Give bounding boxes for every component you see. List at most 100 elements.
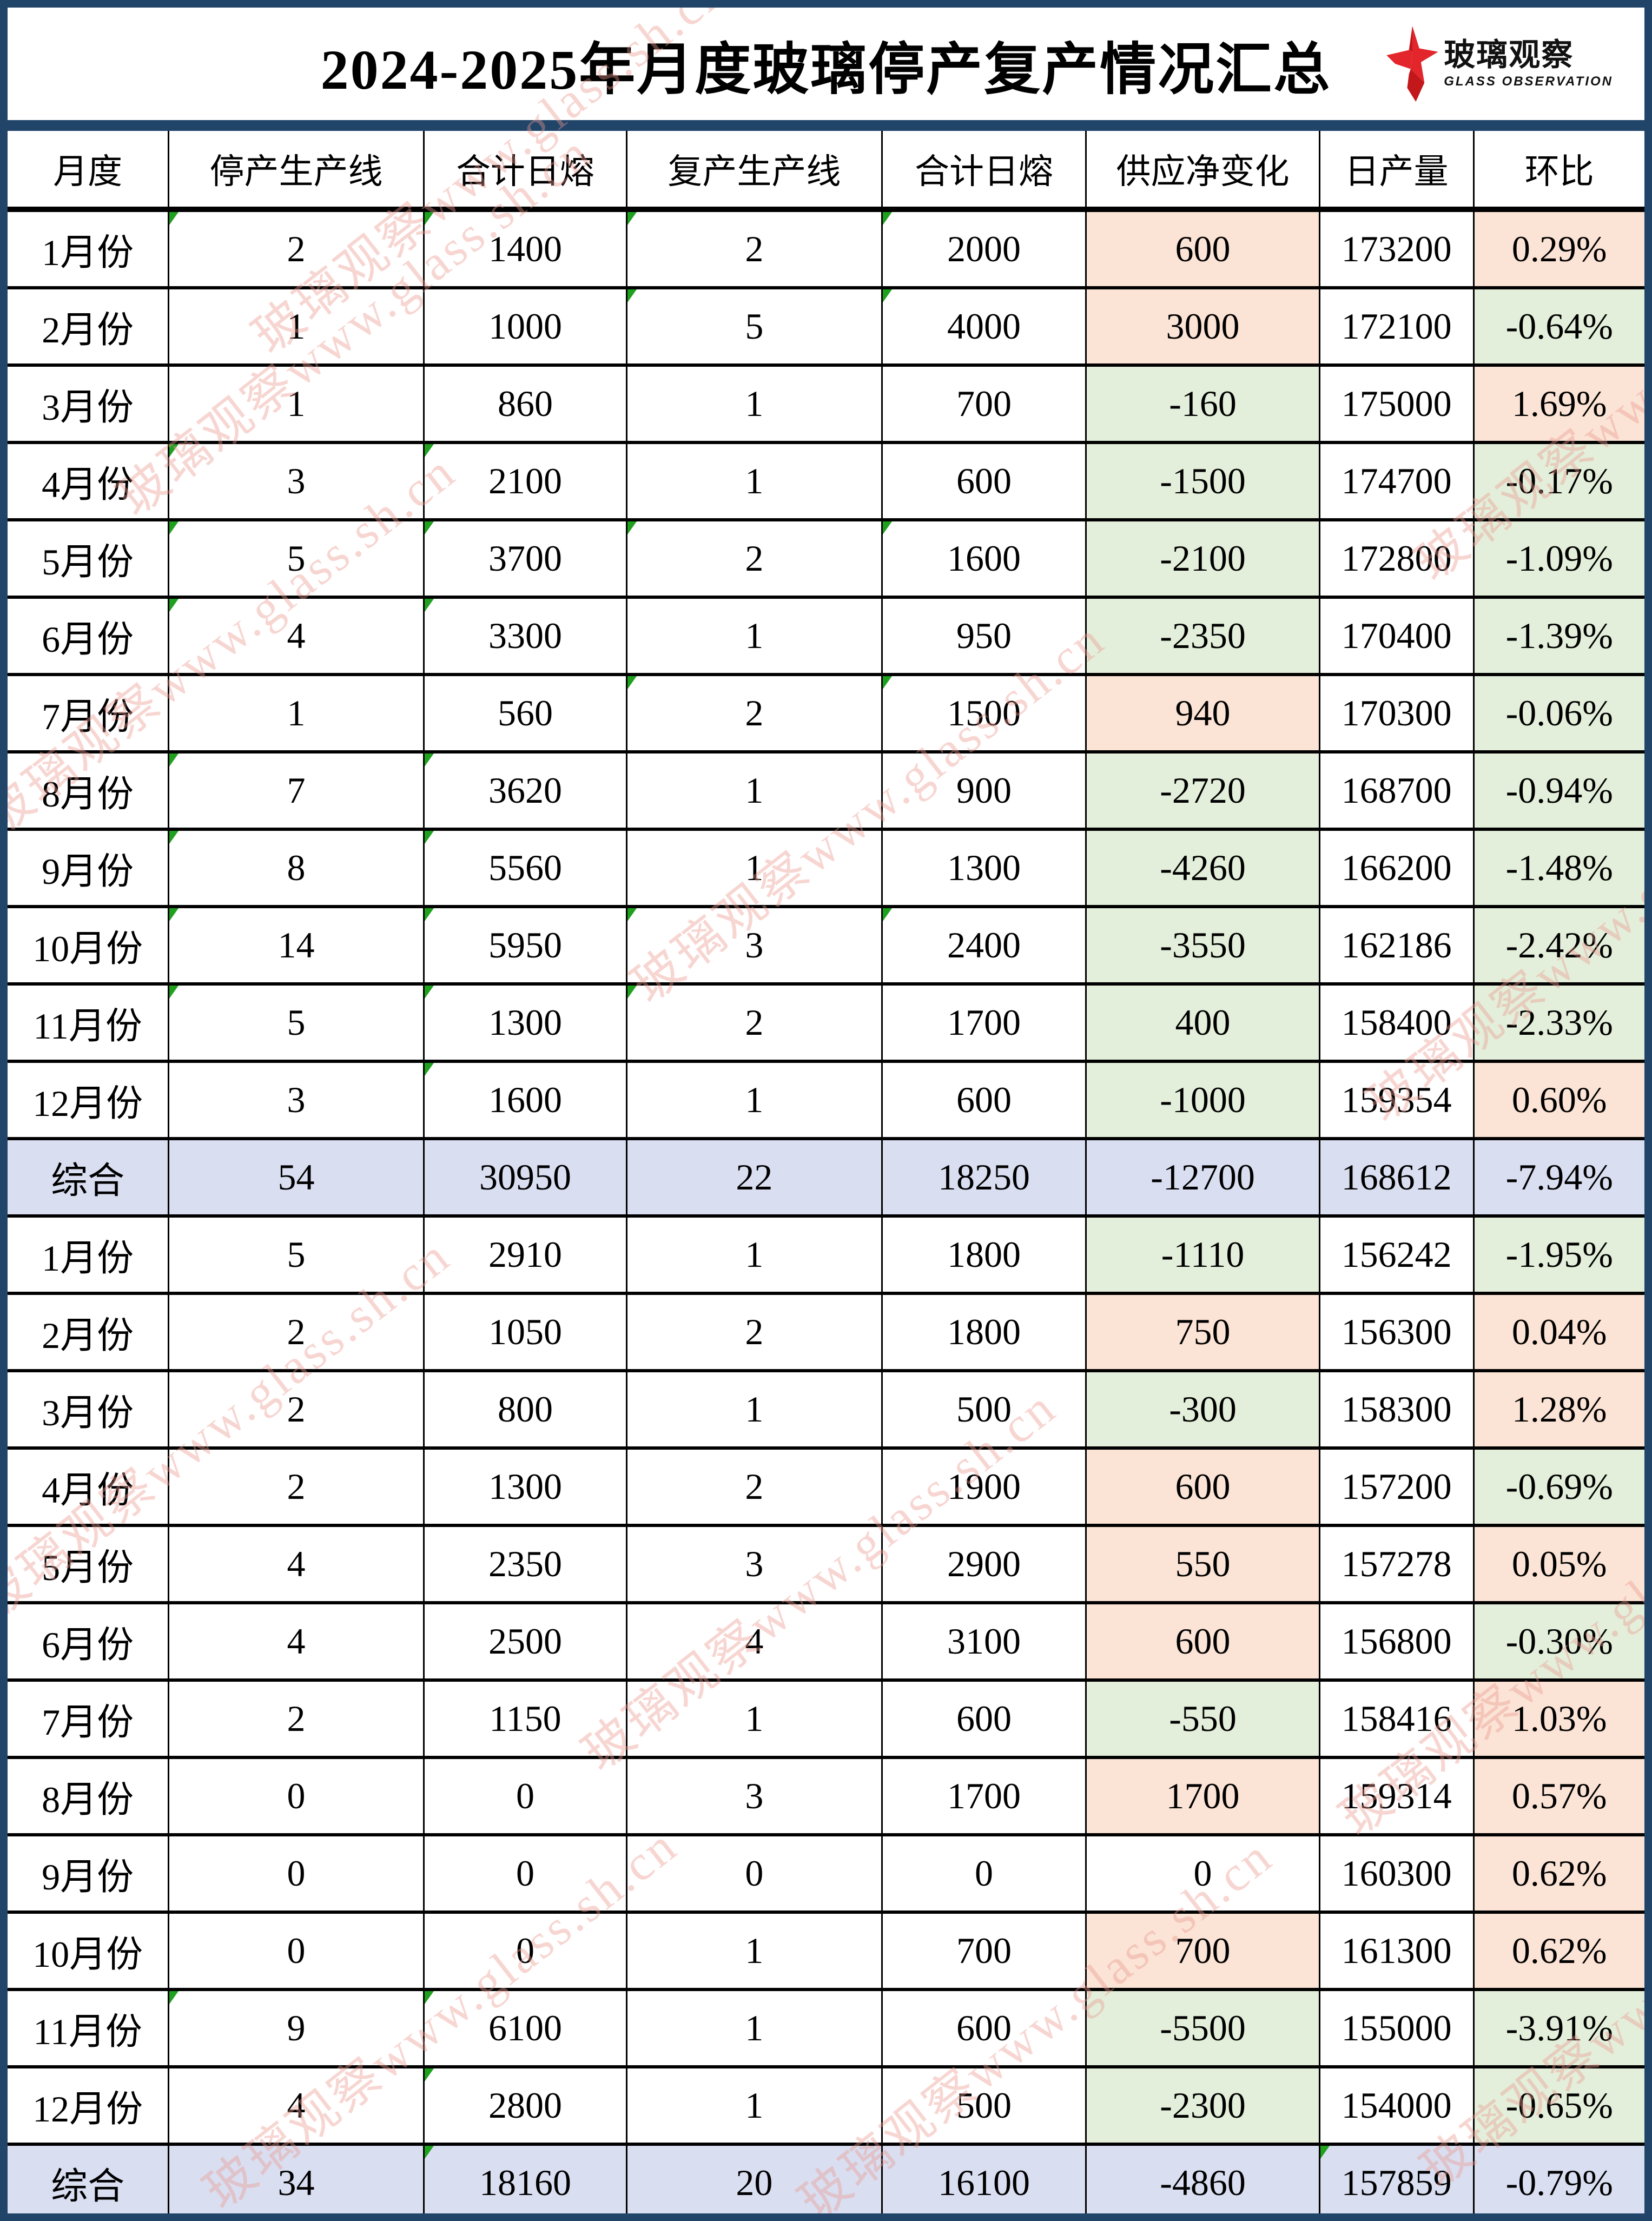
cell-daily-output: 166200 <box>1318 828 1475 908</box>
cell-stopped-lines: 3 <box>168 441 425 521</box>
cell-net-supply-change: -2350 <box>1085 596 1320 676</box>
cell-stop-melt-total: 0 <box>422 1833 628 1914</box>
cell-stopped-lines: 0 <box>168 1911 425 1991</box>
cell-marker-icon <box>424 212 434 225</box>
cell-resume-melt-total: 1900 <box>881 1446 1087 1527</box>
cell-daily-output: 157278 <box>1318 1524 1475 1604</box>
cell-daily-output: 158300 <box>1318 1369 1475 1450</box>
cell-mom: 1.69% <box>1472 363 1644 444</box>
table-row: 2月份 1 1000 5 4000 3000 172100 -0.64% <box>8 286 1644 367</box>
cell-net-supply-change: -2300 <box>1085 2065 1320 2146</box>
cell-marker-icon <box>1320 2146 1330 2159</box>
cell-resumed-lines: 0 <box>626 1833 883 1914</box>
cell-resumed-lines: 3 <box>626 905 883 986</box>
cell-resumed-lines: 3 <box>626 1756 883 1836</box>
col-resumed-lines: 复产生产线 <box>626 131 883 212</box>
cell-month: 5月份 <box>8 1524 170 1604</box>
cell-net-supply-change: -2720 <box>1085 750 1320 831</box>
cell-daily-output: 172100 <box>1318 286 1475 367</box>
cell-resumed-lines: 2 <box>626 1292 883 1372</box>
cell-resumed-lines: 4 <box>626 1601 883 1682</box>
cell-mom: 1.28% <box>1472 1369 1644 1450</box>
table-row: 3月份 1 860 1 700 -160 175000 1.69% <box>8 363 1644 444</box>
col-mom: 环比 <box>1472 131 1644 212</box>
cell-daily-output: 156800 <box>1318 1601 1475 1682</box>
cell-net-supply-change: 400 <box>1085 982 1320 1063</box>
cell-month: 2月份 <box>8 1292 170 1372</box>
cell-resume-melt-total: 1300 <box>881 828 1087 908</box>
col-stop-melt-total: 合计日熔 <box>422 131 628 212</box>
cell-resumed-lines: 1 <box>626 1988 883 2068</box>
cell-net-supply-change: -4260 <box>1085 828 1320 908</box>
cell-net-supply-change: 600 <box>1085 1446 1320 1527</box>
cell-resumed-lines: 1 <box>626 1060 883 1140</box>
cell-stop-melt-total: 1150 <box>422 1678 628 1759</box>
cell-stop-melt-total: 0 <box>422 1911 628 1991</box>
cell-month: 1月份 <box>8 208 170 289</box>
table-row: 2月份 2 1050 2 1800 750 156300 0.04% <box>8 1292 1644 1372</box>
cell-marker-icon <box>424 1063 434 1076</box>
cell-mom: -7.94% <box>1472 1137 1644 1218</box>
cell-resumed-lines: 2 <box>626 982 883 1063</box>
table-row: 7月份 2 1150 1 600 -550 158416 1.03% <box>8 1678 1644 1759</box>
table-row: 3月份 2 800 1 500 -300 158300 1.28% <box>8 1369 1644 1450</box>
table-row: 6月份 4 2500 4 3100 600 156800 -0.30% <box>8 1601 1644 1682</box>
cell-marker-icon <box>424 521 434 534</box>
cell-stopped-lines: 7 <box>168 750 425 831</box>
cell-month: 12月份 <box>8 1060 170 1140</box>
cell-resume-melt-total: 18250 <box>881 1137 1087 1218</box>
cell-stop-melt-total: 2500 <box>422 1601 628 1682</box>
cell-stop-melt-total: 1000 <box>422 286 628 367</box>
cell-stopped-lines: 2 <box>168 208 425 289</box>
cell-stop-melt-total: 3700 <box>422 518 628 599</box>
cell-month: 5月份 <box>8 518 170 599</box>
cell-daily-output: 158416 <box>1318 1678 1475 1759</box>
cell-marker-icon <box>169 831 179 844</box>
cell-stopped-lines: 0 <box>168 1833 425 1914</box>
cell-net-supply-change: 940 <box>1085 673 1320 753</box>
cell-marker-icon <box>169 521 179 534</box>
cell-resumed-lines: 22 <box>626 1137 883 1218</box>
cell-resume-melt-total: 1700 <box>881 982 1087 1063</box>
logo-cn-label: 玻璃观察 <box>1444 37 1574 72</box>
cell-daily-output: 154000 <box>1318 2065 1475 2146</box>
table-row: 11月份 9 6100 1 600 -5500 155000 -3.91% <box>8 1988 1644 2068</box>
cell-marker-icon <box>169 444 179 457</box>
cell-net-supply-change: 750 <box>1085 1292 1320 1372</box>
cell-stopped-lines: 5 <box>168 982 425 1063</box>
cell-resume-melt-total: 1800 <box>881 1214 1087 1295</box>
page-title: 2024-2025年月度玻璃停产复产情况汇总 <box>320 38 1332 101</box>
cell-stop-melt-total: 1600 <box>422 1060 628 1140</box>
cell-net-supply-change: 0 <box>1085 1833 1320 1914</box>
cell-stopped-lines: 4 <box>168 596 425 676</box>
cell-month: 综合 <box>8 1137 170 1218</box>
cell-marker-icon <box>169 212 179 225</box>
cell-daily-output: 168612 <box>1318 1137 1475 1218</box>
cell-daily-output: 157200 <box>1318 1446 1475 1527</box>
cell-marker-icon <box>882 521 892 534</box>
cell-daily-output: 172800 <box>1318 518 1475 599</box>
cell-stop-melt-total: 2350 <box>422 1524 628 1604</box>
cell-marker-icon <box>627 676 637 689</box>
cell-daily-output: 160300 <box>1318 1833 1475 1914</box>
cell-resumed-lines: 1 <box>626 1678 883 1759</box>
cell-stop-melt-total: 2100 <box>422 441 628 521</box>
cell-mom: -0.06% <box>1472 673 1644 753</box>
cell-mom: -2.33% <box>1472 982 1644 1063</box>
cell-resume-melt-total: 600 <box>881 1678 1087 1759</box>
cell-mom: -0.79% <box>1472 2143 1644 2213</box>
summary-row: 综合 34 18160 20 16100 -4860 157859 -0.79% <box>8 2143 1644 2213</box>
cell-stopped-lines: 0 <box>168 1756 425 1836</box>
cell-stopped-lines: 1 <box>168 363 425 444</box>
production-summary-table: 月度 停产生产线 合计日熔 复产生产线 合计日熔 供应净变化 日产量 环比 1月份 2 1400 2… <box>8 131 1644 2213</box>
cell-resumed-lines: 2 <box>626 208 883 289</box>
col-daily-output: 日产量 <box>1318 131 1475 212</box>
cell-month: 9月份 <box>8 828 170 908</box>
glass-observation-logo: 玻璃观察 GLASS OBSERVATION <box>1386 26 1613 102</box>
cell-marker-icon <box>627 908 637 921</box>
cell-month: 11月份 <box>8 982 170 1063</box>
cell-resume-melt-total: 500 <box>881 1369 1087 1450</box>
cell-stop-melt-total: 5950 <box>422 905 628 986</box>
cell-resume-melt-total: 1500 <box>881 673 1087 753</box>
cell-month: 1月份 <box>8 1214 170 1295</box>
